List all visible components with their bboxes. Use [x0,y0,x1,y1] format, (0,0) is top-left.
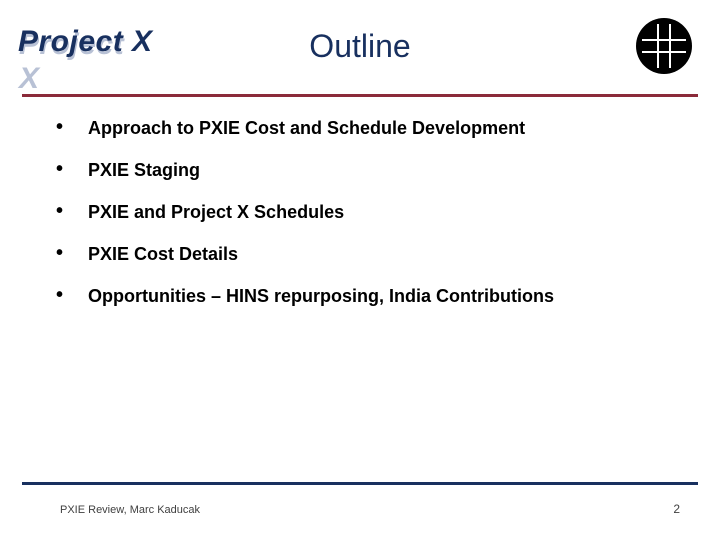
fermilab-logo-icon [636,18,692,74]
list-item: PXIE and Project X Schedules [52,202,680,223]
footer-rule [22,482,698,485]
slide-body: Approach to PXIE Cost and Schedule Devel… [52,118,680,328]
header-rule [22,94,698,97]
project-x-logo: Project X Project X [18,25,153,59]
bullet-list: Approach to PXIE Cost and Schedule Devel… [52,118,680,307]
slide: Project X Project X Outline Approach to … [0,0,720,540]
list-item: Approach to PXIE Cost and Schedule Devel… [52,118,680,139]
bullet-text: Opportunities – HINS repurposing, India … [88,286,554,306]
bullet-text: PXIE and Project X Schedules [88,202,344,222]
slide-header: Project X Project X Outline [0,0,720,98]
page-number: 2 [673,502,680,516]
bullet-text: PXIE Cost Details [88,244,238,264]
logo-main-text: Project X [18,25,153,58]
list-item: PXIE Cost Details [52,244,680,265]
footer-text: PXIE Review, Marc Kaducak [60,504,200,516]
list-item: PXIE Staging [52,160,680,181]
list-item: Opportunities – HINS repurposing, India … [52,286,680,307]
bullet-text: PXIE Staging [88,160,200,180]
bullet-text: Approach to PXIE Cost and Schedule Devel… [88,118,525,138]
